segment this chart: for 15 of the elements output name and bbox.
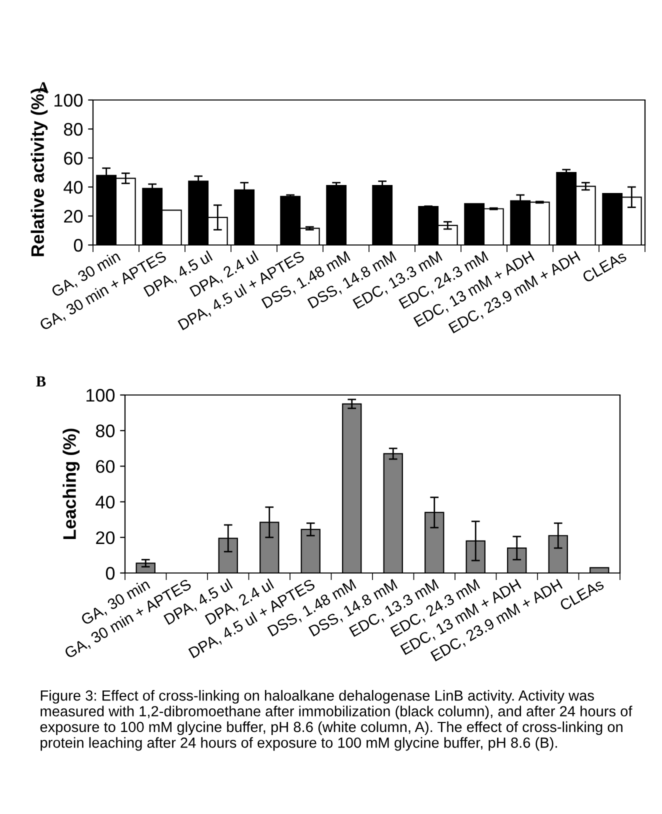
y-tick-label: 80 — [96, 424, 115, 438]
y-tick-label: 60 — [64, 152, 83, 165]
y-tick-label: 80 — [64, 122, 83, 136]
y-tick-label: 60 — [96, 460, 115, 473]
y-tick-label: 0 — [106, 566, 115, 580]
y-tick-label: 0 — [74, 238, 83, 252]
y-tick-label: 40 — [64, 180, 83, 194]
y-tick-label: 20 — [96, 531, 115, 544]
chart-title: B — [36, 376, 46, 386]
y-tick-label: 100 — [54, 94, 83, 107]
caption: Figure 3: Effect of cross-linking on haloalkane dehalogenase LinB activity. Activity was measured with 1,2-dibromoethane after immobilization (black column), and after 24 hours of exposure to 100 mM glycine buffer, pH 8.6 (white column, A). The effect of cross-linking on protein leaching after 24 hours of exposure to 100 mM glycine buffer, pH 8.6 (B). — [40, 690, 632, 751]
y-tick-label: 100 — [86, 388, 115, 402]
y-axis-title: Leaching (%) — [62, 428, 80, 539]
y-tick-label: 40 — [96, 496, 115, 509]
y-tick-label: 20 — [64, 210, 83, 223]
